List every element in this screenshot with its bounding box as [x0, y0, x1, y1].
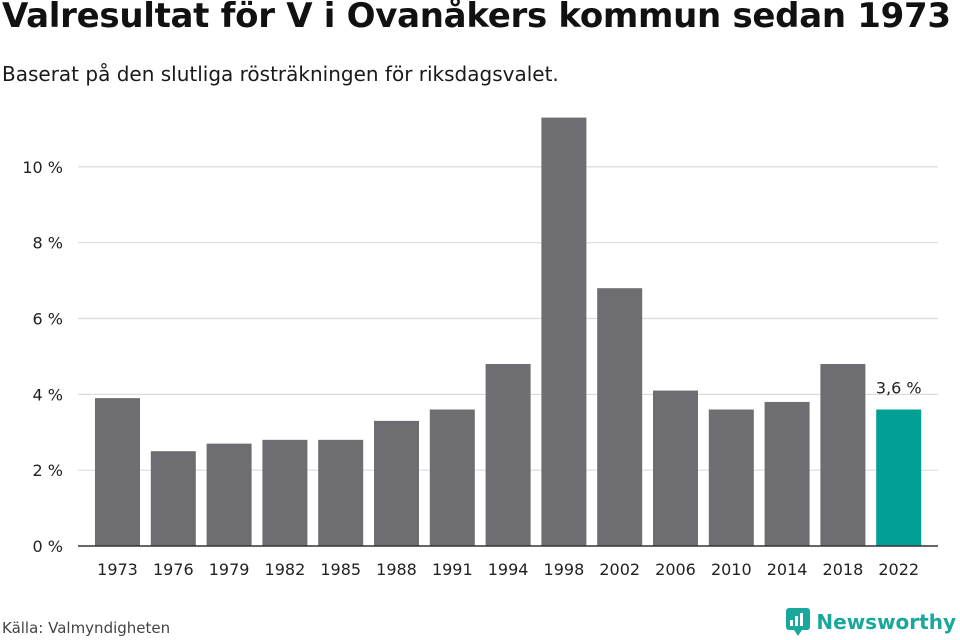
x-tick-label: 2006 [655, 560, 696, 579]
bar [150, 451, 196, 546]
x-tick-label: 1991 [432, 560, 473, 579]
x-tick-label: 1976 [153, 560, 194, 579]
bar [206, 443, 252, 546]
bars [95, 117, 922, 546]
x-tick-label: 1988 [376, 560, 417, 579]
x-tick-label: 1994 [488, 560, 529, 579]
bar [485, 364, 531, 546]
bar [95, 398, 140, 546]
y-tick-label: 6 % [33, 310, 63, 329]
y-tick-label: 4 % [33, 385, 63, 404]
x-axis-ticks: 1973 1976 1979 1982 1985 1988 1991 1994 1998 2002… [97, 560, 919, 579]
brand-name: Newsworthy [816, 610, 956, 634]
y-tick-label: 8 % [33, 234, 63, 253]
bar [318, 439, 364, 546]
bar [820, 364, 866, 546]
newsworthy-logo-icon [786, 608, 811, 636]
chart-title: Valresultat för V i Ovanåkers kommun sed… [2, 0, 951, 36]
y-tick-label: 2 % [33, 461, 63, 480]
x-tick-label: 2010 [711, 560, 752, 579]
bar [764, 401, 810, 546]
data-label: 3,6 % [876, 379, 922, 398]
y-axis-ticks: 0 % 2 % 4 % 6 % 8 % 10 % [22, 158, 63, 556]
bar [653, 390, 698, 546]
bar [708, 409, 754, 546]
bar [429, 409, 475, 546]
bar [541, 117, 587, 546]
bar [262, 439, 308, 546]
data-labels: 3,6 % [876, 379, 922, 398]
x-tick-label: 1979 [209, 560, 250, 579]
x-tick-label: 2018 [823, 560, 864, 579]
x-tick-label: 2022 [878, 560, 919, 579]
x-tick-label: 1985 [320, 560, 361, 579]
chart-subtitle: Baserat på den slutliga rösträkningen fö… [2, 62, 559, 86]
y-tick-label: 10 % [22, 158, 63, 177]
x-tick-label: 1982 [265, 560, 306, 579]
x-tick-label: 1998 [544, 560, 585, 579]
bar [597, 288, 643, 546]
bar [374, 420, 419, 546]
bar-highlight [876, 409, 922, 546]
source-note: Källa: Valmyndigheten [2, 619, 171, 637]
x-tick-label: 1973 [97, 560, 138, 579]
brand-logo: Newsworthy [786, 608, 956, 636]
x-tick-label: 2014 [767, 560, 808, 579]
x-tick-label: 2002 [599, 560, 640, 579]
y-tick-label: 0 % [33, 537, 63, 556]
